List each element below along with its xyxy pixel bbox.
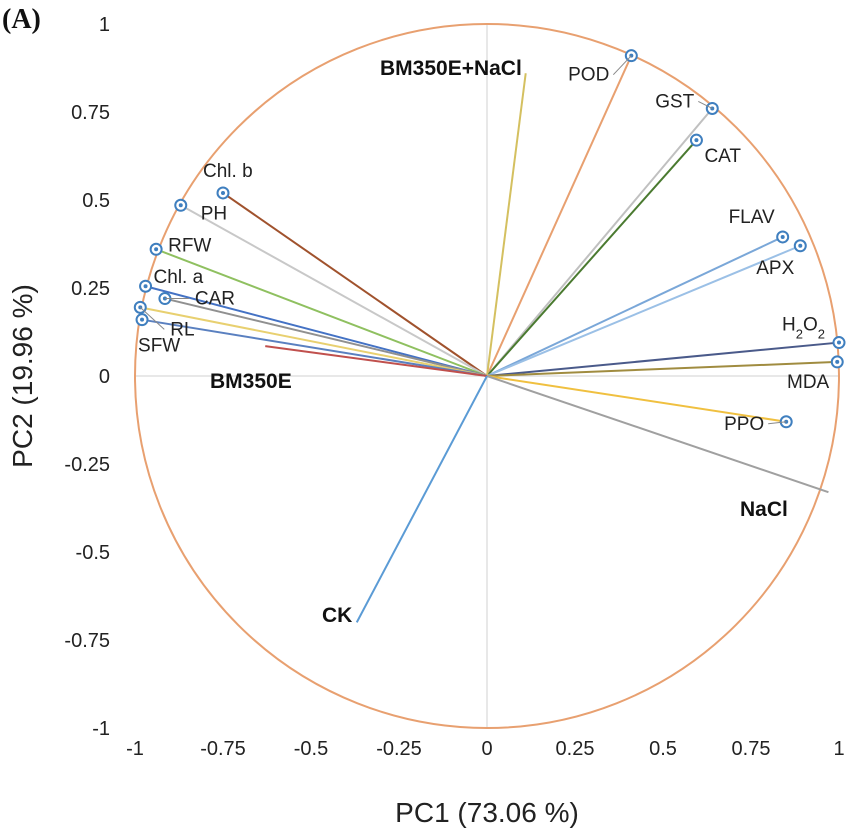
variable-marker-dot [143,284,148,289]
variable-label: PH [201,203,227,224]
variable-label: RFW [168,235,211,256]
loading-vector [486,244,801,377]
loading-vector [486,341,840,377]
loading-vector [164,297,488,377]
y-axis-title: PC2 (19.96 %) [7,284,38,468]
y-tick-label: 1 [99,14,110,36]
variable-label: CAR [195,289,235,310]
loading-vector [486,375,787,423]
loading-vector [155,248,488,377]
treatment-vectors [265,73,829,623]
variable-label: FLAV [729,207,775,228]
variable-label: CAT [704,146,741,167]
treatment-label: NaCl [740,498,788,521]
variable-marker-dot [140,317,145,322]
label-leader-line [139,306,165,330]
x-tick-label: -1 [126,738,144,760]
y-tick-label: -1 [92,718,110,740]
label-leader-line [612,55,632,76]
label-leader-line [698,101,713,109]
y-tick-label: -0.25 [64,454,110,476]
treatment-label: CK [322,604,352,627]
treatment-vector [486,375,829,494]
loading-vector [486,107,714,377]
tick-labels: -1 -0.75 -0.5 -0.25 0 0.25 0.5 0.75 1 1 0.75 0.5 0.2… [64,14,844,760]
treatment-label: BM350E+NaCl [380,57,522,80]
variable-marker-dot [780,234,785,239]
variable-marker-dot [835,359,840,364]
y-tick-label: 0.25 [71,278,110,300]
variable-marker-dot [694,138,699,143]
y-tick-label: 0.5 [82,190,110,212]
unit-circle-group [134,23,840,729]
variable-label: POD [568,65,609,86]
x-tick-label: -0.75 [200,738,246,760]
x-tick-label: -0.5 [294,738,328,760]
loading-vector [140,306,488,377]
loading-vector [486,236,784,377]
x-axis-title: PC1 (73.06 %) [395,797,579,828]
variable-label: H2O2 [782,315,825,342]
treatment-vector [486,73,527,377]
x-tick-label: 0.75 [732,738,771,760]
x-tick-label: 0 [481,738,492,760]
loading-vector [486,55,633,377]
x-tick-label: -0.25 [376,738,422,760]
y-tick-label: 0 [99,366,110,388]
variable-marker-dot [798,243,803,248]
loading-vector [486,360,838,377]
y-tick-label: -0.75 [64,630,110,652]
variable-label: GST [655,91,694,112]
y-tick-label: -0.5 [76,542,110,564]
x-tick-label: 0.25 [556,738,595,760]
loading-vector [180,204,488,377]
variable-marker-dot [837,340,841,345]
variable-label: APX [756,258,794,279]
variable-label: RL [170,319,194,340]
variable-marker-dot [154,247,159,252]
variable-label: Chl. a [154,267,204,288]
variable-marker-dot [221,190,225,195]
treatment-label: BM350E [210,370,292,393]
treatment-vector [355,375,488,623]
x-tick-label: 0.5 [649,738,677,760]
loading-vector [145,285,488,377]
treatment-vector [265,345,488,377]
panel-label: (A) [2,4,41,35]
loading-vector [141,318,488,377]
labels: POD GST CAT FLAV APX H2O2 MDA PPO Chl. b PH RFW Chl… [138,55,830,627]
label-leader-line [768,421,787,425]
x-tick-label: 1 [833,738,844,760]
variable-marker-dot [178,203,183,208]
loading-vector [486,139,698,377]
variable-label: SFW [138,336,180,357]
variable-vectors [140,55,840,423]
loading-vector [222,192,488,377]
y-tick-label: 0.75 [71,102,110,124]
unit-circle [134,23,840,729]
variable-label: PPO [724,414,764,435]
variable-label: Chl. b [203,161,253,182]
variable-label: MDA [787,372,830,393]
